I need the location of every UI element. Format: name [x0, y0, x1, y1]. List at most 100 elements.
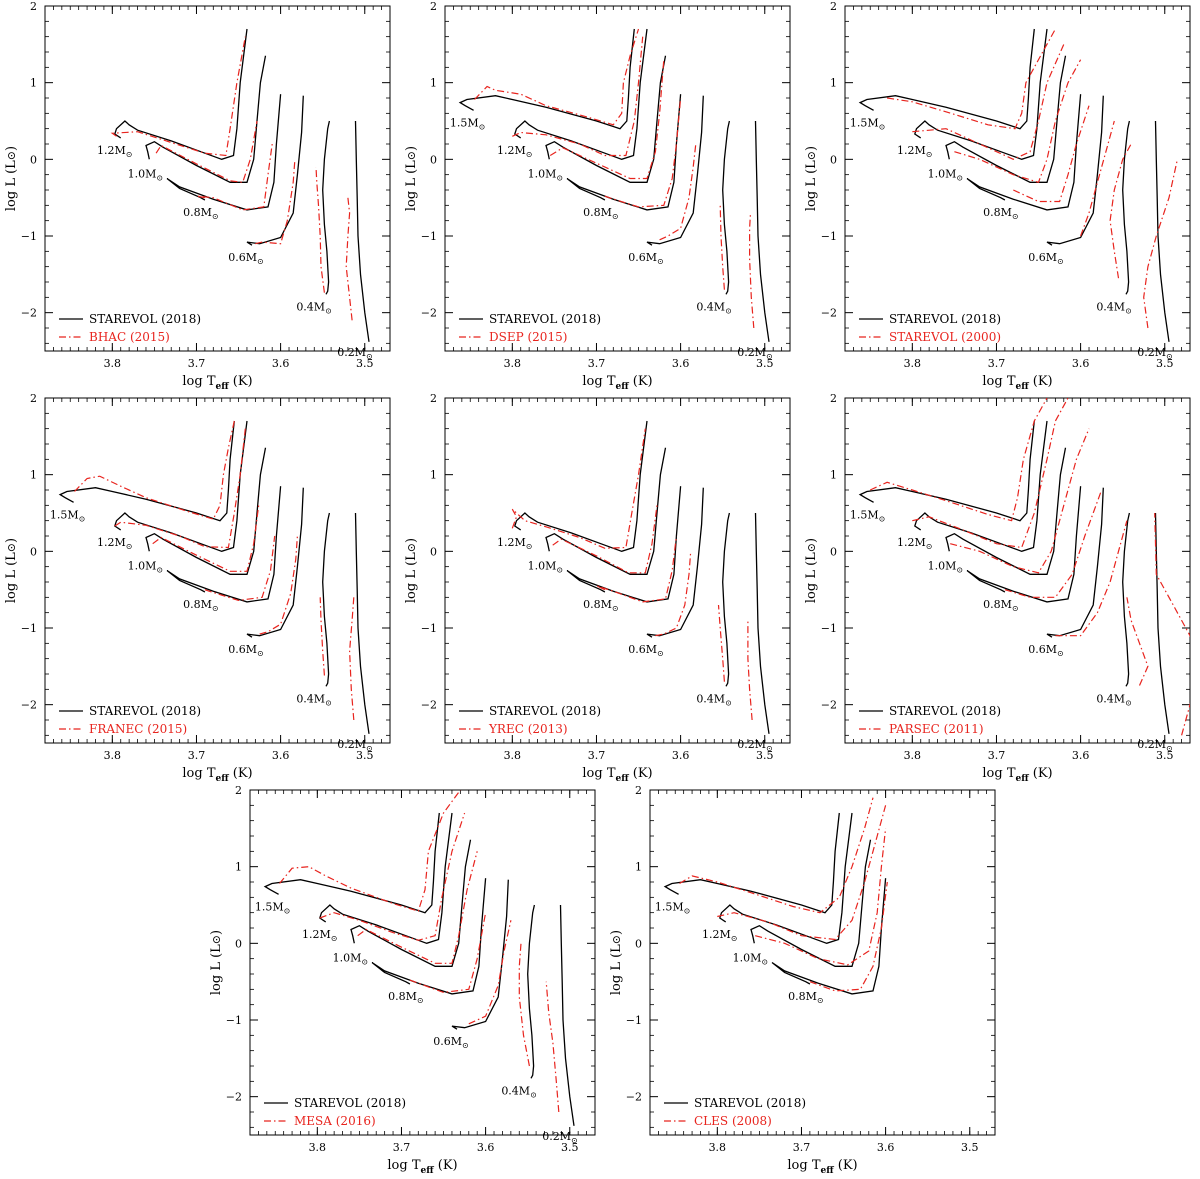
- reference-track-1p0: [350, 839, 472, 967]
- panel-6: 3.8 3.7 3.6 3.5 −2 −1 0 1 2 log Teff (K) log L (L⊙…: [804, 392, 1191, 784]
- reference-track-0p8: [966, 94, 1082, 211]
- comparison-track-0p8: [604, 97, 682, 208]
- plot-area: [263, 790, 575, 1126]
- mass-label: 1.5M⊙: [850, 116, 885, 131]
- x-tick-label: 3.6: [672, 749, 690, 762]
- comparison-track-0p4: [518, 943, 530, 1067]
- y-tick-label: −1: [21, 622, 37, 635]
- panel-2: 3.8 3.7 3.6 3.5 −2 −1 0 1 2 log Teff (K) log L (L⊙…: [404, 0, 791, 392]
- x-tick-label: 3.7: [988, 357, 1006, 370]
- reference-track-1p5: [58, 420, 235, 522]
- reference-track-1p2: [114, 28, 248, 160]
- mass-label: 0.2M⊙: [1137, 346, 1172, 361]
- y-tick-label: 2: [830, 392, 837, 405]
- x-tick-label: 3.7: [588, 357, 606, 370]
- reference-track-0p4: [322, 120, 331, 295]
- y-tick-label: −2: [226, 1091, 242, 1104]
- comparison-track-0p2: [749, 212, 755, 329]
- comparison-track-0p8: [204, 535, 276, 602]
- y-tick-label: 0: [830, 545, 837, 558]
- mass-label: 1.2M⊙: [97, 536, 132, 551]
- x-axis-label: log Teff (K): [582, 766, 652, 784]
- y-tick-label: −1: [821, 622, 837, 635]
- y-tick-label: 2: [235, 784, 242, 797]
- legend-label-comparison: YREC (2013): [488, 722, 568, 736]
- comparison-track-1p0: [954, 59, 1082, 184]
- comparison-track-0p6: [659, 143, 697, 241]
- mass-label: 1.0M⊙: [528, 559, 563, 574]
- mass-label: 0.6M⊙: [628, 643, 663, 658]
- comparison-track-1p2: [110, 36, 246, 157]
- legend-label-reference: STAREVOL (2018): [294, 1096, 406, 1110]
- panel-8: 3.8 3.7 3.6 3.5 −2 −1 0 1 2 log Teff (K) log L (L⊙…: [609, 784, 996, 1176]
- mass-label: 0.8M⊙: [983, 598, 1018, 613]
- y-tick-label: 2: [635, 784, 642, 797]
- comparison-track-1p2: [717, 805, 887, 941]
- reference-track-0p4: [1122, 512, 1131, 687]
- x-tick-label: 3.5: [1156, 749, 1174, 762]
- y-tick-label: 2: [30, 0, 37, 13]
- x-axis-label: log Teff (K): [982, 766, 1052, 784]
- y-tick-label: 1: [30, 77, 37, 90]
- y-tick-label: 1: [830, 469, 837, 482]
- y-axis-label: log L (L⊙): [4, 146, 19, 211]
- y-tick-label: 2: [430, 0, 437, 13]
- x-tick-label: 3.5: [756, 357, 774, 370]
- reference-track-0p2: [1154, 120, 1170, 342]
- reference-track-1p2: [914, 28, 1048, 160]
- comparison-track-0p4: [1126, 597, 1149, 686]
- reference-track-0p2: [354, 120, 370, 342]
- mass-label: 1.0M⊙: [128, 559, 163, 574]
- comparison-track-1p2: [512, 36, 644, 157]
- mass-label: 1.2M⊙: [497, 144, 532, 159]
- mass-label: 0.2M⊙: [1137, 738, 1172, 753]
- reference-track-0p2: [559, 904, 575, 1126]
- mass-label: 1.5M⊙: [255, 900, 290, 915]
- plot-area: [858, 28, 1178, 342]
- comparison-track-0p6: [259, 535, 298, 635]
- mass-label: 0.8M⊙: [183, 598, 218, 613]
- y-tick-label: −2: [21, 699, 37, 712]
- y-tick-label: 1: [830, 77, 837, 90]
- mass-label: 0.6M⊙: [433, 1035, 468, 1050]
- comparison-track-1p0: [552, 505, 658, 574]
- y-tick-label: 2: [830, 0, 837, 13]
- reference-track-0p8: [371, 878, 487, 995]
- reference-track-1p0: [545, 55, 667, 183]
- y-tick-label: 1: [235, 861, 242, 874]
- legend-label-reference: STAREVOL (2018): [489, 312, 601, 326]
- reference-track-0p8: [566, 94, 682, 211]
- reference-track-0p2: [754, 120, 770, 342]
- mass-label: 1.2M⊙: [97, 144, 132, 159]
- x-tick-label: 3.6: [1072, 357, 1090, 370]
- x-tick-label: 3.8: [504, 357, 522, 370]
- mass-label: 0.4M⊙: [696, 300, 731, 315]
- legend-label-comparison: DSEP (2015): [489, 330, 567, 344]
- mass-label: 0.8M⊙: [983, 206, 1018, 221]
- mass-label: 1.0M⊙: [333, 951, 368, 966]
- panel-5: 3.8 3.7 3.6 3.5 −2 −1 0 1 2 log Teff (K) log L (L⊙…: [404, 392, 791, 784]
- mass-label: 1.5M⊙: [850, 508, 885, 523]
- comparison-track-0p6: [255, 159, 296, 245]
- y-tick-label: −2: [21, 307, 37, 320]
- reference-track-0p8: [166, 94, 282, 211]
- y-tick-label: 0: [30, 545, 37, 558]
- mass-label: 1.2M⊙: [897, 536, 932, 551]
- plot-frame: [44, 5, 391, 352]
- reference-track-1p0: [145, 55, 267, 183]
- reference-track-1p5: [458, 28, 635, 130]
- mass-label: 1.0M⊙: [928, 167, 963, 182]
- legend-label-reference: STAREVOL (2018): [889, 704, 1001, 718]
- x-tick-label: 3.8: [709, 1141, 727, 1154]
- mass-label: 0.6M⊙: [1028, 643, 1063, 658]
- y-axis-label: log L (L⊙): [609, 930, 624, 995]
- reference-track-0p8: [166, 486, 282, 603]
- x-axis-label: log Teff (K): [182, 374, 252, 392]
- mass-label: 0.2M⊙: [542, 1130, 577, 1145]
- x-tick-label: 3.7: [188, 357, 206, 370]
- plot-area: [58, 420, 370, 734]
- comparison-track-1p5: [74, 420, 235, 520]
- plot-area: [858, 398, 1190, 736]
- panel-3: 3.8 3.7 3.6 3.5 −2 −1 0 1 2 log Teff (K) log L (L⊙…: [804, 0, 1191, 392]
- plot-area: [110, 28, 370, 342]
